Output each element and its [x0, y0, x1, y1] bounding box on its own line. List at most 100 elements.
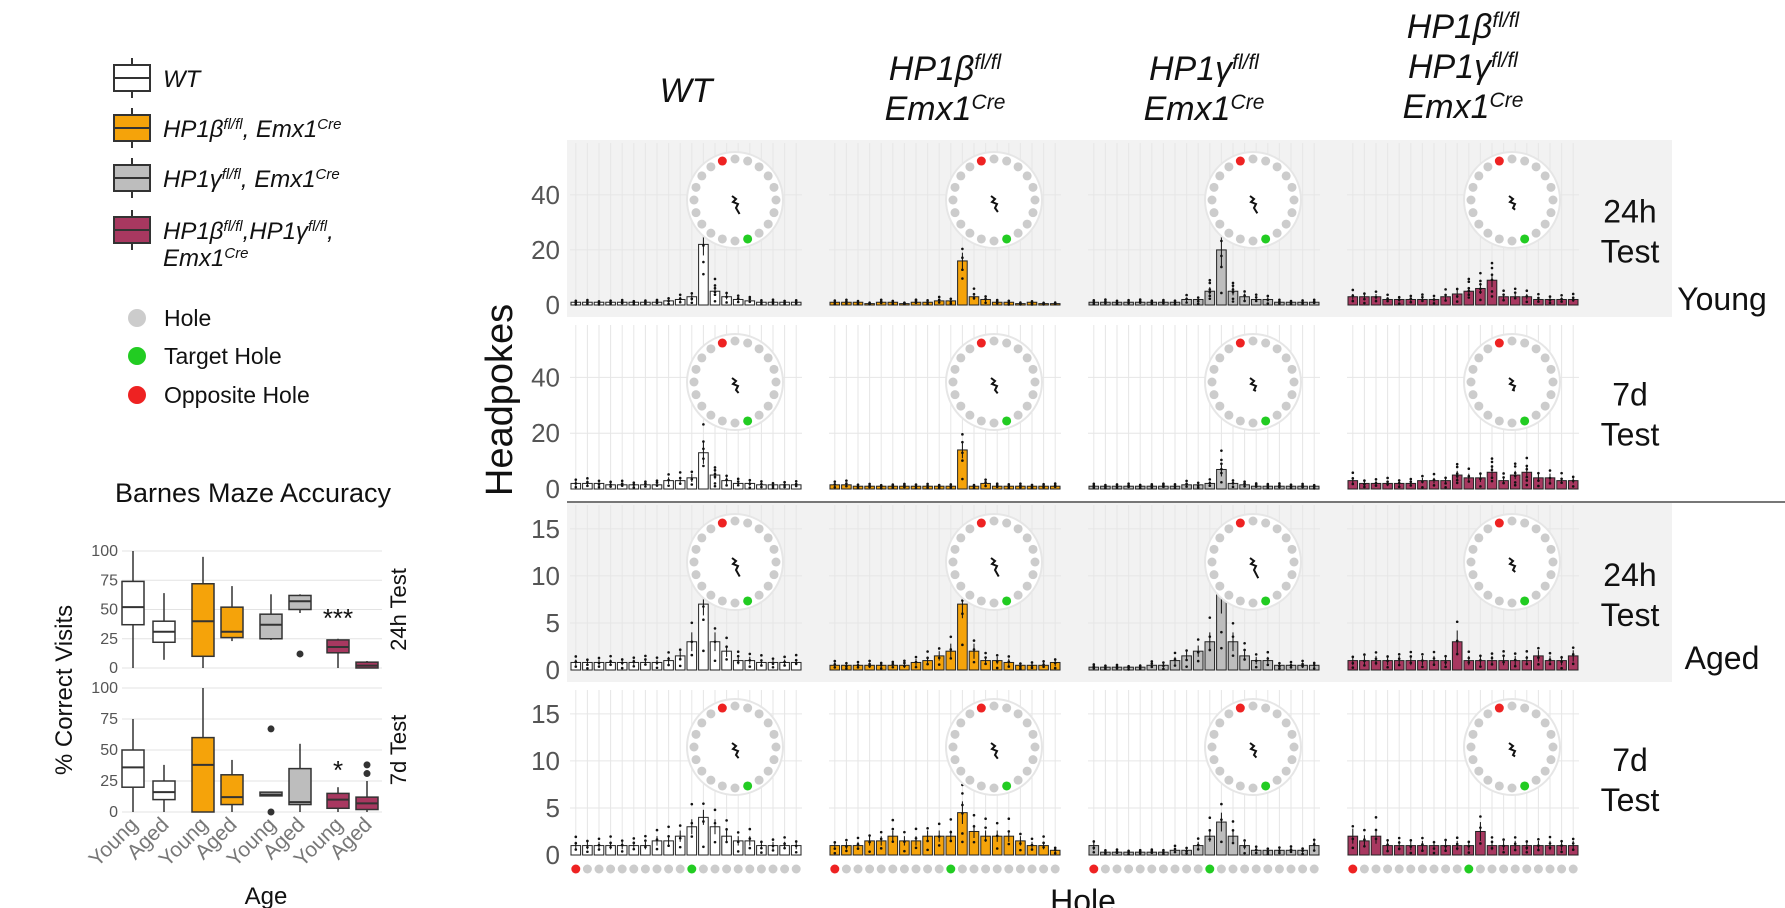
data-point [1092, 840, 1096, 843]
data-point [1053, 851, 1057, 855]
hole-axis-dot [1510, 864, 1520, 874]
data-point [914, 846, 918, 850]
panel-row-2: 0 5 10 15 24h Test [531, 505, 1659, 685]
box-HP1β/γ-Aged [355, 761, 379, 812]
data-point [1502, 293, 1505, 296]
data-point [1374, 828, 1378, 832]
data-point [1432, 847, 1436, 850]
data-point [833, 841, 837, 844]
data-point [1019, 848, 1022, 852]
hole-dot [706, 162, 716, 172]
hole-dot [1224, 709, 1234, 719]
hole-dot [1028, 182, 1038, 192]
opposite-hole-dot [1235, 338, 1245, 348]
data-point [644, 302, 647, 305]
data-point [586, 480, 589, 484]
data-point [1030, 299, 1034, 303]
data-point [794, 840, 798, 843]
polar-inset [1463, 513, 1561, 611]
significance-annotation: *** [323, 603, 353, 633]
data-point [1030, 837, 1034, 841]
hole-dot [989, 598, 999, 608]
data-point [1266, 302, 1270, 305]
hole-dot [763, 219, 773, 229]
hole-dot [1215, 718, 1225, 728]
data-point [937, 486, 941, 490]
hole-dot [1540, 766, 1550, 776]
data-point [620, 843, 624, 847]
legend-item-hole-2: Opposite Hole [128, 382, 310, 408]
data-point [1115, 299, 1119, 303]
data-point [891, 302, 895, 306]
panel-row-0: 0 20 40 24h Test [531, 143, 1659, 320]
hole-dot [1531, 775, 1541, 785]
data-point [972, 840, 976, 844]
hole-dot [1531, 709, 1541, 719]
data-point [1560, 850, 1563, 854]
data-point [995, 834, 999, 838]
data-point [1525, 662, 1529, 666]
data-point [713, 482, 717, 485]
data-point [1312, 298, 1316, 302]
hole-dot [1030, 742, 1040, 752]
target-hole-dot [1261, 234, 1271, 244]
hole-dot [1483, 524, 1493, 534]
data-point [1490, 266, 1494, 270]
hole-axis-dot [1228, 864, 1238, 874]
target-hole-dot [1520, 234, 1530, 244]
data-point [1185, 301, 1188, 304]
hole-dot [1540, 581, 1550, 591]
data-point [1173, 657, 1177, 661]
target-hole-dot [1261, 781, 1271, 791]
trajectory-path [1508, 195, 1517, 211]
data-point [984, 297, 987, 301]
data-point [1479, 279, 1482, 283]
hole-axis-dot [1309, 864, 1319, 874]
trajectory-path [1508, 557, 1517, 573]
data-point [736, 477, 740, 481]
data-point [1115, 486, 1119, 489]
y-tick-label: 0 [109, 660, 118, 677]
data-point [1150, 300, 1154, 304]
data-point [1351, 471, 1355, 475]
hole-dot [1028, 544, 1038, 554]
hole-dot [691, 570, 701, 580]
hole-dot [1209, 570, 1219, 580]
hole-dot [1468, 544, 1478, 554]
data-point [644, 485, 647, 488]
hole-dot [1022, 718, 1032, 728]
hole-dot [1022, 401, 1032, 411]
data-point [1513, 836, 1517, 839]
data-point [783, 836, 786, 839]
hole-dot [697, 533, 707, 543]
hole-dot [771, 377, 781, 387]
data-point [1208, 616, 1212, 619]
data-point [1490, 652, 1494, 655]
data-point [760, 664, 763, 667]
data-point [1278, 483, 1281, 487]
hole-axis-dot [899, 864, 909, 874]
data-point [1386, 659, 1389, 663]
data-point [597, 479, 601, 483]
data-point [1397, 657, 1401, 661]
box-HP1γ-Aged [288, 743, 312, 812]
hole-dot [730, 236, 740, 246]
trajectory-path [731, 742, 740, 759]
y-tick-label: 15 [531, 514, 560, 544]
target-hole-dot [743, 781, 753, 791]
data-point [736, 483, 740, 487]
data-point [1374, 481, 1378, 485]
data-point [1301, 665, 1304, 668]
data-point [1289, 848, 1293, 851]
data-point [644, 300, 647, 304]
data-point [1173, 850, 1177, 854]
panel-3-2 [1088, 690, 1320, 874]
data-point [879, 667, 883, 670]
hole-dot [1507, 783, 1517, 793]
data-point [1312, 849, 1316, 852]
hole-dot [769, 729, 779, 739]
data-point [1397, 847, 1401, 851]
data-point [1513, 483, 1517, 487]
data-point [891, 827, 895, 831]
data-point [1467, 467, 1471, 471]
